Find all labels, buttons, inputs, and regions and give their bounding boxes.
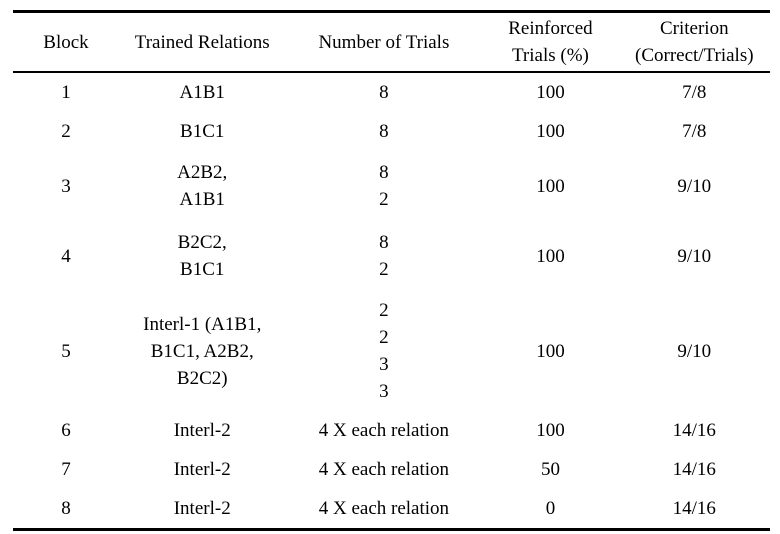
- cell-block: 4: [61, 245, 71, 267]
- cell-trained-relations: Interl-2: [119, 489, 286, 530]
- cell-trained-relations: B2C2, B1C1: [119, 221, 286, 291]
- cell-block: 1: [61, 82, 71, 103]
- cell-line: 4 X each relation: [318, 459, 450, 480]
- cell-reinforced-trials: 100: [536, 420, 565, 441]
- cell-line: 8: [379, 121, 389, 142]
- table-row: 5 Interl-1 (A1B1, B1C1, A2B2, B2C2) 2 2 …: [13, 291, 770, 411]
- cell-reinforced-trials: 100: [536, 245, 565, 267]
- cell-reinforced-trials: 0: [545, 498, 556, 519]
- cell-trained-relations: Interl-1 (A1B1, B1C1, A2B2, B2C2): [119, 291, 286, 411]
- cell-number-of-trials: 4 X each relation: [286, 489, 483, 530]
- cell-block: 7: [61, 459, 71, 480]
- cell-number-of-trials: 8 2: [286, 151, 483, 221]
- cell-number-of-trials: 8: [286, 112, 483, 151]
- cell-criterion: 9/10: [677, 245, 712, 267]
- cell-line: Interl-2: [173, 498, 231, 519]
- cell-line: 4 X each relation: [318, 498, 450, 519]
- cell-trained-relations: Interl-2: [119, 411, 286, 450]
- cell-reinforced-trials: 100: [536, 340, 565, 362]
- table-row: 4 B2C2, B1C1 8 2 100 9/10: [13, 221, 770, 291]
- cell-block: 3: [61, 175, 71, 197]
- cell-line: 4 X each relation: [318, 420, 450, 441]
- cell-reinforced-trials: 100: [536, 121, 565, 142]
- cell-line: B2C2): [176, 367, 228, 389]
- cell-line: Interl-2: [173, 420, 231, 441]
- table-row: 1 A1B1 8 100 7/8: [13, 72, 770, 112]
- cell-line: 2: [379, 327, 389, 348]
- table-row: 8 Interl-2 4 X each relation 0 14/16: [13, 489, 770, 530]
- header-reinforced-trials: Reinforced Trials (%): [482, 12, 618, 73]
- header-line: Trials (%): [511, 45, 589, 66]
- cell-block: 6: [61, 420, 71, 441]
- cell-line: 2: [379, 300, 389, 321]
- cell-line: B1C1: [180, 121, 225, 142]
- cell-line: 8: [379, 82, 389, 103]
- header-trained-relations: Trained Relations: [134, 31, 270, 53]
- cell-criterion: 14/16: [672, 459, 716, 480]
- cell-criterion: 14/16: [672, 498, 716, 519]
- cell-line: 8: [379, 162, 389, 183]
- cell-reinforced-trials: 100: [536, 82, 565, 103]
- training-blocks-table: Block Trained Relations Number of Trials…: [13, 10, 770, 531]
- table-row: 2 B1C1 8 100 7/8: [13, 112, 770, 151]
- cell-criterion: 9/10: [677, 175, 712, 197]
- cell-trained-relations: A1B1: [119, 72, 286, 112]
- cell-reinforced-trials: 50: [540, 459, 560, 480]
- table-row: 6 Interl-2 4 X each relation 100 14/16: [13, 411, 770, 450]
- cell-number-of-trials: 4 X each relation: [286, 450, 483, 489]
- cell-reinforced-trials: 100: [536, 175, 565, 197]
- header-number-of-trials: Number of Trials: [318, 31, 450, 53]
- table-row: 3 A2B2, A1B1 8 2 100 9/10: [13, 151, 770, 221]
- cell-line: A1B1: [179, 82, 225, 103]
- cell-line: B1C1: [180, 259, 225, 280]
- cell-number-of-trials: 8 2: [286, 221, 483, 291]
- cell-number-of-trials: 2 2 3 3: [286, 291, 483, 411]
- cell-line: 3: [379, 381, 389, 402]
- cell-block: 2: [61, 121, 71, 142]
- cell-line: Interl-1 (A1B1,: [143, 313, 262, 335]
- cell-criterion: 14/16: [672, 420, 716, 441]
- cell-number-of-trials: 4 X each relation: [286, 411, 483, 450]
- cell-trained-relations: Interl-2: [119, 450, 286, 489]
- header-line: Criterion: [659, 18, 729, 39]
- cell-line: 8: [379, 232, 389, 253]
- cell-block: 5: [61, 340, 71, 362]
- header-block: Block: [43, 31, 89, 53]
- cell-line: Interl-2: [173, 459, 231, 480]
- cell-trained-relations: B1C1: [119, 112, 286, 151]
- cell-line: 3: [379, 354, 389, 375]
- cell-line: 2: [379, 259, 389, 280]
- cell-criterion: 7/8: [682, 82, 707, 103]
- cell-trained-relations: A2B2, A1B1: [119, 151, 286, 221]
- cell-line: A2B2,: [177, 162, 228, 183]
- header-line: Reinforced: [508, 18, 593, 39]
- header-row: Block Trained Relations Number of Trials…: [13, 12, 770, 73]
- cell-criterion: 9/10: [677, 340, 712, 362]
- cell-criterion: 7/8: [682, 121, 707, 142]
- cell-line: A1B1: [179, 189, 225, 210]
- header-criterion: Criterion (Correct/Trials): [619, 12, 770, 73]
- table-row: 7 Interl-2 4 X each relation 50 14/16: [13, 450, 770, 489]
- cell-number-of-trials: 8: [286, 72, 483, 112]
- cell-block: 8: [61, 498, 71, 519]
- cell-line: B2C2,: [177, 232, 227, 253]
- header-line: (Correct/Trials): [635, 45, 754, 66]
- cell-line: B1C1, A2B2,: [150, 340, 254, 362]
- cell-line: 2: [379, 189, 389, 210]
